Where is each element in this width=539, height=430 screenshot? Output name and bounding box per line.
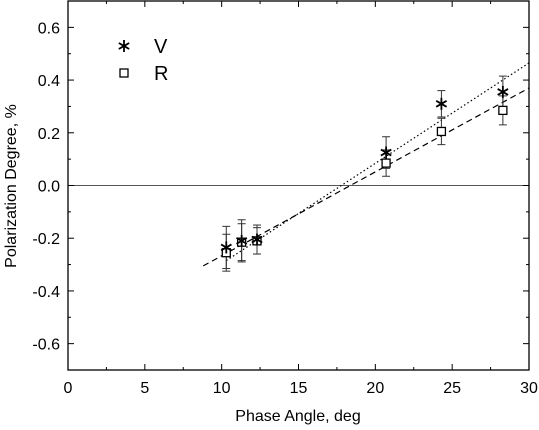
y-tick-label: -0.4: [32, 284, 60, 301]
fit-lines: [202, 62, 529, 267]
x-tick-label: 15: [290, 380, 308, 397]
data-point-v: [380, 146, 392, 159]
y-tick-label: 0.6: [38, 20, 60, 37]
legend-label-v: V: [154, 36, 168, 58]
data-point-v: [497, 85, 509, 98]
x-tick-label: 30: [520, 380, 538, 397]
legend-marker-r: [119, 68, 129, 78]
legend: VR: [118, 36, 168, 85]
y-tick-label: 0.4: [38, 73, 60, 90]
data-point-v: [220, 241, 232, 254]
error-bars: [222, 75, 507, 272]
fit-line-r: [202, 87, 529, 267]
data-point-v: [435, 97, 448, 110]
x-axis-ticks: 0 5 10 15 20 25 30: [64, 1, 538, 397]
data-point-r: [436, 126, 447, 137]
y-tick-label: -0.2: [32, 231, 60, 248]
x-axis-label: Phase Angle, deg: [235, 408, 360, 425]
x-tick-label: 25: [443, 380, 461, 397]
fit-line-v: [225, 62, 529, 262]
y-tick-label: -0.6: [32, 337, 60, 354]
y-axis-ticks: -0.6 -0.4 -0.2 0.0 0.2 0.4 0.6: [32, 20, 529, 354]
x-tick-label: 5: [140, 380, 149, 397]
data-point-v: [251, 233, 263, 246]
y-tick-label: 0.0: [38, 179, 60, 196]
y-axis-label: Polarization Degree, %: [3, 104, 20, 268]
x-tick-label: 20: [366, 380, 384, 397]
x-tick-label: 10: [213, 380, 231, 397]
data-point-v: [235, 234, 248, 247]
y-tick-label: 0.2: [38, 126, 60, 143]
x-tick-label: 0: [64, 380, 73, 397]
data-points: [220, 85, 509, 258]
data-point-r: [381, 158, 391, 168]
data-point-r: [498, 105, 508, 116]
legend-label-r: R: [154, 63, 168, 85]
legend-marker-v: [118, 40, 130, 52]
